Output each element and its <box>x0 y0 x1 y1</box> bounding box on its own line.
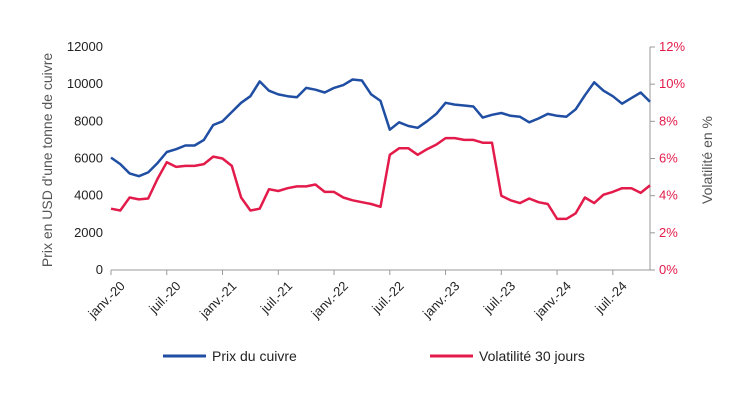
y-right-tick-label: 0% <box>659 262 678 277</box>
x-tick-label: juil.-23 <box>480 278 518 316</box>
y-axis-left-ticks: 0 2000 4000 6000 8000 10000 12000 <box>67 39 103 277</box>
y-axis-right-ticks: 0% 2% 4% 6% 8% 10% 12% <box>650 39 685 277</box>
y-right-tick-label: 12% <box>659 39 685 54</box>
y-left-tick-label: 0 <box>96 262 103 277</box>
series-lines <box>110 78 651 221</box>
legend-label-prix-du-cuivre: Prix du cuivre <box>212 348 297 364</box>
x-axis-ticks: janv.-20 juil.-20 janv.-21 juil.-21 janv.-22… <box>85 270 630 322</box>
y-left-tick-label: 6000 <box>74 151 103 166</box>
y-axis-right-title: Volatilité en % <box>699 116 715 204</box>
x-tick-label: juil.-21 <box>257 278 295 316</box>
series-line-1 <box>110 136 651 221</box>
x-tick-label: juil.-24 <box>591 278 629 316</box>
y-axis-left-title: Prix en USD d'une tonne de cuivre <box>39 53 55 268</box>
y-right-tick-label: 4% <box>659 188 678 203</box>
y-right-tick-label: 2% <box>659 225 678 240</box>
y-right-tick-label: 8% <box>659 113 678 128</box>
x-tick-label: janv.-20 <box>85 278 128 321</box>
y-right-tick-label: 10% <box>659 76 685 91</box>
y-left-tick-label: 10000 <box>67 76 103 91</box>
legend: Prix du cuivre Volatilité 30 jours <box>163 348 585 364</box>
x-tick-label: juil.-20 <box>145 278 183 316</box>
x-tick-label: janv.-21 <box>196 278 239 321</box>
x-tick-label: janv.-22 <box>308 278 351 321</box>
y-left-tick-label: 8000 <box>74 113 103 128</box>
y-right-tick-label: 6% <box>659 151 678 166</box>
x-tick-label: juil.-22 <box>368 278 406 316</box>
y-left-tick-label: 2000 <box>74 225 103 240</box>
y-left-tick-label: 12000 <box>67 39 103 54</box>
y-left-tick-label: 4000 <box>74 188 103 203</box>
x-tick-label: janv.-24 <box>531 278 574 321</box>
legend-label-volatilite: Volatilité 30 jours <box>479 348 585 364</box>
series-line-0 <box>110 78 651 178</box>
x-tick-label: janv.-23 <box>419 278 462 321</box>
